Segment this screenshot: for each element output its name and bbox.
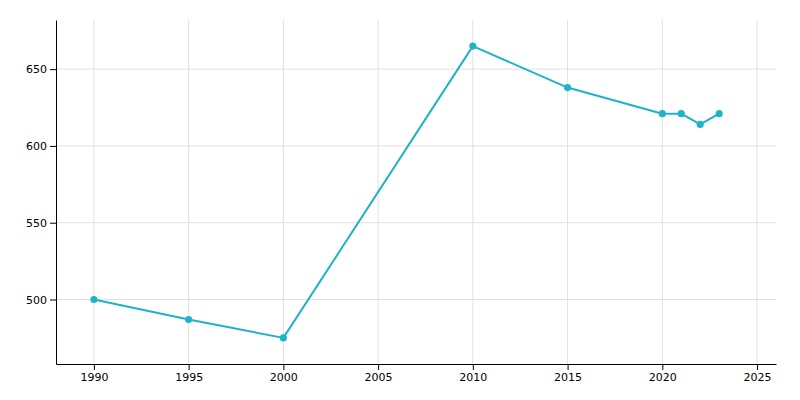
grid-line [188,20,189,364]
tick-mark [757,364,758,370]
tick-label: 2025 [744,371,772,384]
tick: 2015 [554,364,582,384]
point [564,84,571,91]
tick-mark [283,364,284,370]
grid [56,20,776,364]
grid-line [56,299,776,300]
tick: 2005 [365,364,393,384]
tick-label: 2010 [459,371,487,384]
tick-label: 2005 [365,371,393,384]
grid-line [56,145,776,146]
tick: 1990 [80,364,108,384]
point [185,316,192,323]
tick-label: 2020 [649,371,677,384]
grid-line [56,69,776,70]
tick-label: 500 [26,294,47,307]
tick-label: 550 [26,217,47,230]
tick: 2000 [270,364,298,384]
point [90,296,97,303]
point [716,110,723,117]
grid-line [662,20,663,364]
tick: 2010 [459,364,487,384]
chart: 1990 1995 2000 2005 2010 2015 2020 2025 500 550 60… [0,0,800,400]
tick-label: 600 [26,140,47,153]
plot: 1990 1995 2000 2005 2010 2015 2020 2025 500 550 60… [26,20,777,384]
tick-label: 650 [26,63,47,76]
x-axis: 1990 1995 2000 2005 2010 2015 2020 2025 [57,364,777,384]
line [94,46,719,338]
grid-line [56,222,776,223]
marks [90,43,722,342]
point [659,110,666,117]
tick-mark [378,364,379,370]
tick: 650 [26,63,56,76]
point [678,110,685,117]
grid-line [93,20,94,364]
point [280,334,287,341]
tick-mark [50,223,56,224]
grid-line [567,20,568,364]
grid-line [757,20,758,364]
tick-mark [568,364,569,370]
grid-line [472,20,473,364]
tick: 2025 [744,364,772,384]
tick-mark [94,364,95,370]
point [697,121,704,128]
tick-label: 1995 [175,371,203,384]
tick-mark [50,146,56,147]
grid-line [283,20,284,364]
y-axis: 500 550 600 650 [26,21,57,365]
point [469,43,476,50]
tick-mark [473,364,474,370]
tick-label: 2015 [554,371,582,384]
tick-mark [662,364,663,370]
tick: 600 [26,140,56,153]
tick: 2020 [649,364,677,384]
tick-mark [50,300,56,301]
tick-mark [50,69,56,70]
axis-line [57,364,777,365]
tick: 550 [26,217,56,230]
tick-mark [189,364,190,370]
tick-label: 2000 [270,371,298,384]
axis-line [56,21,57,365]
tick-label: 1990 [80,371,108,384]
tick: 1995 [175,364,203,384]
tick: 500 [26,294,56,307]
